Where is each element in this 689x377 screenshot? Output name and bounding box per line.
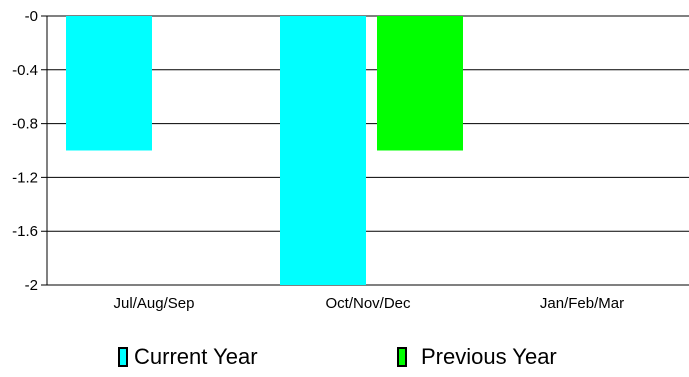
x-tick-labels: Jul/Aug/Sep Oct/Nov/Dec Jan/Feb/Mar — [114, 295, 625, 312]
bars-group — [66, 16, 463, 285]
legend-item-previous-year: Previous Year — [397, 344, 557, 370]
y-tick-label: -1.6 — [12, 223, 38, 240]
y-tick-label: -0.8 — [12, 116, 38, 133]
legend-swatch-current-year — [118, 347, 128, 367]
legend-item-current-year: Current Year — [118, 344, 258, 370]
legend-label-previous-year: Previous Year — [421, 344, 557, 369]
bar-current-year-0 — [66, 16, 152, 151]
y-tick-labels: -0 -0.4 -0.8 -1.2 -1.6 -2 — [12, 8, 38, 294]
bar-previous-year-1 — [377, 16, 463, 151]
x-tick-label: Oct/Nov/Dec — [325, 295, 411, 312]
y-tick-label: -0 — [25, 8, 38, 25]
x-tick-label: Jul/Aug/Sep — [114, 295, 195, 312]
bar-current-year-1 — [280, 16, 366, 285]
legend-swatch-previous-year — [397, 347, 407, 367]
legend: Current Year Previous Year — [0, 344, 689, 374]
y-tick-label: -0.4 — [12, 62, 38, 79]
y-tick-label: -2 — [25, 277, 38, 294]
legend-label-current-year: Current Year — [134, 344, 258, 369]
x-tick-label: Jan/Feb/Mar — [540, 295, 624, 312]
y-tick-label: -1.2 — [12, 169, 38, 186]
bar-chart: -0 -0.4 -0.8 -1.2 -1.6 -2 Jul/Aug/Sep Oct/Nov/… — [12, 8, 689, 312]
